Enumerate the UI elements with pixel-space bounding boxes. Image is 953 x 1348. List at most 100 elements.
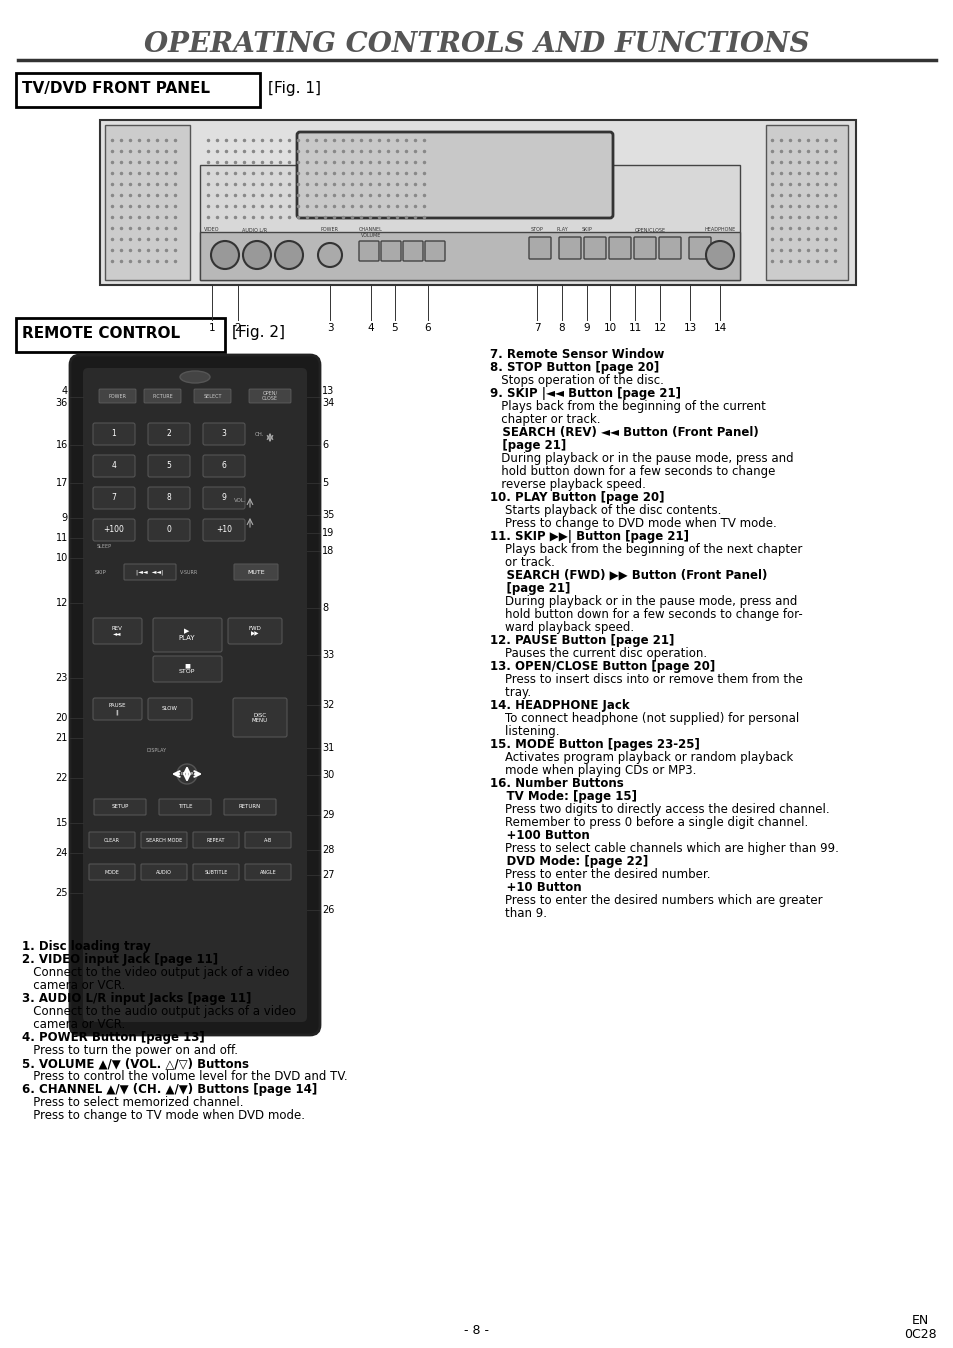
Text: Plays back from the beginning of the next chapter: Plays back from the beginning of the nex… [490, 543, 801, 555]
Text: 22: 22 [55, 772, 68, 783]
FancyBboxPatch shape [358, 241, 378, 262]
Text: 14: 14 [713, 324, 726, 333]
Circle shape [243, 241, 271, 270]
Text: A-B: A-B [264, 837, 272, 842]
Text: Plays back from the beginning of the current: Plays back from the beginning of the cur… [490, 400, 765, 412]
Text: Press to turn the power on and off.: Press to turn the power on and off. [22, 1043, 237, 1057]
Text: 1: 1 [209, 324, 215, 333]
FancyBboxPatch shape [83, 368, 307, 1022]
Text: 5: 5 [392, 324, 398, 333]
Text: OPERATING CONTROLS AND FUNCTIONS: OPERATING CONTROLS AND FUNCTIONS [144, 31, 809, 58]
Text: 8. STOP Button [page 20]: 8. STOP Button [page 20] [490, 361, 659, 373]
Text: ▶
PLAY: ▶ PLAY [178, 628, 195, 642]
Text: REMOTE CONTROL: REMOTE CONTROL [22, 325, 180, 341]
Text: SEARCH (FWD) ▶▶ Button (Front Panel): SEARCH (FWD) ▶▶ Button (Front Panel) [490, 569, 766, 582]
Text: MODE: MODE [105, 869, 119, 875]
Text: 18: 18 [322, 546, 334, 555]
FancyBboxPatch shape [688, 237, 710, 259]
Text: POWER: POWER [320, 226, 338, 232]
Text: 15. MODE Button [pages 23-25]: 15. MODE Button [pages 23-25] [490, 737, 700, 751]
Text: 10: 10 [603, 324, 616, 333]
Text: 33: 33 [322, 650, 334, 661]
Text: 23: 23 [55, 673, 68, 683]
Text: DISC
MENU: DISC MENU [252, 713, 268, 724]
FancyBboxPatch shape [148, 423, 190, 445]
FancyBboxPatch shape [92, 519, 135, 541]
FancyBboxPatch shape [89, 864, 135, 880]
Text: [page 21]: [page 21] [490, 439, 566, 452]
Text: 29: 29 [322, 810, 334, 820]
Text: Press two digits to directly access the desired channel.: Press two digits to directly access the … [490, 803, 829, 816]
Text: SKIP: SKIP [581, 226, 592, 232]
Text: AUDIO: AUDIO [156, 869, 172, 875]
Bar [105, 125, 190, 280]
Text: 9: 9 [221, 493, 226, 503]
Text: EN: EN [910, 1313, 927, 1326]
Text: VOL.: VOL. [233, 497, 246, 503]
Text: 35: 35 [322, 510, 334, 520]
FancyBboxPatch shape [193, 832, 239, 848]
Text: 7. Remote Sensor Window: 7. Remote Sensor Window [490, 348, 663, 361]
FancyBboxPatch shape [203, 487, 245, 510]
Text: 7: 7 [533, 324, 539, 333]
Text: 6: 6 [322, 439, 328, 450]
Text: [page 21]: [page 21] [490, 582, 570, 594]
FancyBboxPatch shape [144, 390, 181, 403]
Text: SEARCH (REV) ◄◄ Button (Front Panel): SEARCH (REV) ◄◄ Button (Front Panel) [490, 426, 758, 439]
Text: TV/DVD FRONT PANEL: TV/DVD FRONT PANEL [22, 81, 210, 96]
Text: TITLE: TITLE [177, 805, 193, 810]
FancyBboxPatch shape [152, 656, 222, 682]
Bar [200, 164, 740, 280]
Text: listening.: listening. [490, 725, 558, 737]
Text: REV
◄◄: REV ◄◄ [112, 625, 122, 636]
Text: Press to change to DVD mode when TV mode.: Press to change to DVD mode when TV mode… [490, 518, 776, 530]
Text: Stops operation of the disc.: Stops operation of the disc. [490, 373, 663, 387]
Text: REPEAT: REPEAT [207, 837, 225, 842]
Text: chapter or track.: chapter or track. [490, 412, 599, 426]
Text: SEARCH MODE: SEARCH MODE [146, 837, 182, 842]
Text: hold button down for a few seconds to change for-: hold button down for a few seconds to ch… [490, 608, 801, 621]
Text: ANGLE: ANGLE [259, 869, 276, 875]
Text: PICTURE: PICTURE [152, 394, 172, 399]
Text: 2. VIDEO input Jack [page 11]: 2. VIDEO input Jack [page 11] [22, 953, 218, 967]
Text: OPEN/
CLOSE: OPEN/ CLOSE [262, 391, 277, 402]
FancyBboxPatch shape [159, 799, 211, 816]
FancyBboxPatch shape [296, 132, 613, 218]
FancyBboxPatch shape [608, 237, 630, 259]
FancyBboxPatch shape [99, 390, 136, 403]
FancyBboxPatch shape [203, 423, 245, 445]
Text: 12. PAUSE Button [page 21]: 12. PAUSE Button [page 21] [490, 634, 674, 647]
Text: Activates program playback or random playback: Activates program playback or random pla… [490, 751, 792, 764]
Text: 26: 26 [322, 905, 334, 915]
Text: 8: 8 [167, 493, 172, 503]
Text: Press to change to TV mode when DVD mode.: Press to change to TV mode when DVD mode… [22, 1109, 305, 1122]
Text: ENTER: ENTER [180, 772, 193, 776]
Text: 3. AUDIO L/R input Jacks [page 11]: 3. AUDIO L/R input Jacks [page 11] [22, 992, 251, 1006]
Text: 20: 20 [55, 713, 68, 723]
Text: DVD Mode: [page 22]: DVD Mode: [page 22] [490, 855, 648, 868]
FancyBboxPatch shape [92, 456, 135, 477]
Text: 5: 5 [322, 479, 328, 488]
FancyBboxPatch shape [124, 563, 175, 580]
Text: 5: 5 [167, 461, 172, 470]
Text: 13: 13 [682, 324, 696, 333]
Text: or track.: or track. [490, 555, 555, 569]
FancyBboxPatch shape [233, 698, 287, 737]
Text: Connect to the video output jack of a video: Connect to the video output jack of a vi… [22, 967, 289, 979]
Text: camera or VCR.: camera or VCR. [22, 979, 125, 992]
Text: STOP: STOP [530, 226, 543, 232]
Text: tray.: tray. [490, 686, 531, 700]
Text: +100 Button: +100 Button [490, 829, 589, 842]
Text: SKIP: SKIP [95, 570, 107, 576]
Text: PLAY: PLAY [556, 226, 567, 232]
Text: Press to select memorized channel.: Press to select memorized channel. [22, 1096, 243, 1109]
Text: ■
STOP: ■ STOP [178, 663, 195, 674]
FancyBboxPatch shape [193, 864, 239, 880]
Text: 4
36: 4 36 [55, 386, 68, 408]
Text: 30: 30 [322, 770, 334, 780]
FancyBboxPatch shape [634, 237, 656, 259]
Text: PAUSE
‖: PAUSE ‖ [108, 704, 126, 714]
Text: 6. CHANNEL ▲/▼ (CH. ▲/▼) Buttons [page 14]: 6. CHANNEL ▲/▼ (CH. ▲/▼) Buttons [page 1… [22, 1082, 317, 1096]
Text: SLEEP: SLEEP [97, 545, 112, 550]
FancyBboxPatch shape [148, 698, 192, 720]
